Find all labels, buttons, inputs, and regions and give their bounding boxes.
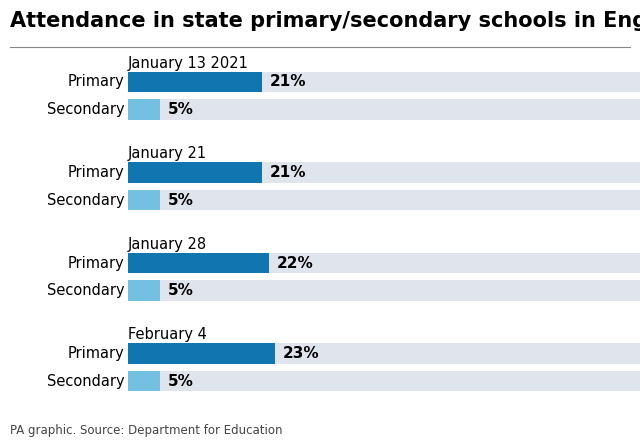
Bar [128,162,262,183]
Text: Primary: Primary [68,165,125,180]
Text: 5%: 5% [168,374,193,388]
Bar [128,190,160,210]
Text: Secondary: Secondary [47,283,125,298]
Text: 23%: 23% [283,346,319,361]
Text: PA graphic. Source: Department for Education: PA graphic. Source: Department for Educa… [10,424,282,437]
Bar [128,99,160,120]
Bar [128,371,640,391]
Text: Secondary: Secondary [47,374,125,388]
Text: 5%: 5% [168,193,193,207]
Text: January 21: January 21 [128,146,207,161]
Text: Attendance in state primary/secondary schools in England: Attendance in state primary/secondary sc… [10,11,640,31]
Text: Secondary: Secondary [47,193,125,207]
Bar [128,72,262,92]
Text: January 13 2021: January 13 2021 [128,55,249,71]
Text: 21%: 21% [270,165,307,180]
Bar [128,280,640,301]
Text: Primary: Primary [68,75,125,89]
Bar [128,343,275,364]
Bar [128,253,640,273]
Bar [128,162,640,183]
Bar [128,190,640,210]
Text: 22%: 22% [276,256,313,270]
Bar [128,343,640,364]
Bar [128,99,640,120]
Bar [128,253,269,273]
Bar [128,280,160,301]
Text: January 28: January 28 [128,236,207,252]
Text: Primary: Primary [68,346,125,361]
Text: 21%: 21% [270,75,307,89]
Text: Primary: Primary [68,256,125,270]
Text: Secondary: Secondary [47,102,125,117]
Text: 5%: 5% [168,283,193,298]
Text: 5%: 5% [168,102,193,117]
Text: February 4: February 4 [128,327,207,342]
Bar [128,72,640,92]
Bar [128,371,160,391]
